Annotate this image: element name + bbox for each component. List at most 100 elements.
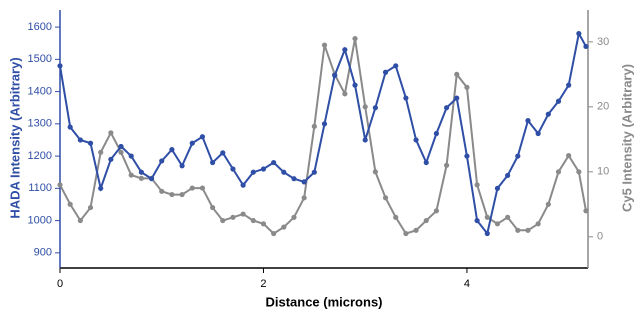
x-axis-label: Distance (microns): [265, 294, 382, 309]
data-point: [250, 217, 256, 224]
data-point: [515, 227, 521, 233]
data-point: [230, 166, 236, 172]
y-tick-label: 1100: [28, 182, 52, 194]
data-point: [271, 230, 277, 237]
y2-tick-label: 30: [597, 36, 609, 48]
data-point: [179, 191, 185, 198]
data-point: [321, 121, 328, 127]
data-point: [118, 143, 124, 150]
y-tick-label: 1500: [28, 53, 52, 65]
data-point: [199, 134, 206, 140]
data-point: [189, 185, 195, 191]
data-point: [372, 169, 378, 175]
data-point: [393, 63, 399, 69]
data-point: [423, 159, 429, 166]
data-point: [454, 71, 460, 77]
data-point: [220, 217, 226, 224]
data-point: [382, 195, 389, 201]
data-point: [138, 175, 144, 181]
data-point: [352, 82, 358, 88]
data-point: [555, 169, 562, 175]
data-point: [515, 153, 521, 159]
data-point: [474, 217, 480, 224]
data-point: [281, 169, 287, 175]
data-point: [505, 214, 511, 220]
data-point: [169, 191, 175, 198]
data-point: [311, 169, 317, 175]
x-tick-label: 2: [260, 278, 266, 290]
data-point: [454, 95, 460, 101]
data-point: [382, 69, 389, 75]
data-point: [87, 204, 94, 211]
data-point: [535, 221, 541, 227]
data-point: [179, 163, 185, 169]
data-point: [433, 130, 440, 137]
data-point: [443, 162, 450, 168]
data-point: [484, 230, 490, 237]
data-point: [291, 214, 297, 220]
y2-tick-label: 20: [597, 101, 609, 113]
y-tick-label: 1300: [28, 118, 52, 130]
data-point: [210, 204, 216, 211]
data-point: [393, 214, 399, 220]
data-point: [87, 140, 94, 146]
data-point: [67, 124, 73, 130]
data-point: [128, 172, 134, 178]
data-point: [525, 118, 531, 124]
data-point: [57, 63, 63, 69]
data-point: [352, 35, 358, 42]
data-point: [138, 169, 144, 175]
data-point: [576, 169, 582, 175]
y2-tick-label: 0: [597, 231, 603, 243]
data-point: [576, 30, 582, 37]
data-point: [342, 47, 348, 53]
data-point: [443, 105, 450, 111]
data-point: [583, 43, 589, 50]
data-point: [291, 176, 297, 182]
data-point: [98, 185, 104, 191]
data-point: [98, 149, 104, 155]
data-point: [545, 111, 551, 117]
data-point: [362, 104, 368, 110]
data-point: [240, 182, 246, 188]
data-point: [433, 208, 440, 214]
x-tick-label: 4: [464, 278, 470, 290]
data-point: [423, 217, 429, 224]
data-point: [159, 188, 165, 194]
data-point: [321, 42, 328, 48]
data-point: [413, 227, 419, 233]
data-point: [545, 201, 551, 207]
data-point: [189, 140, 195, 146]
data-point: [210, 159, 216, 166]
data-point: [342, 91, 348, 97]
series-line: [59, 38, 587, 235]
data-point: [555, 98, 562, 104]
y-tick-label: 1600: [28, 21, 52, 33]
data-point: [494, 185, 501, 191]
data-point: [535, 130, 541, 137]
data-point: [474, 182, 480, 188]
data-point: [250, 169, 256, 175]
data-point: [128, 153, 134, 159]
data-point: [403, 95, 409, 101]
data-point: [362, 137, 368, 143]
data-point: [372, 105, 378, 111]
data-point: [464, 153, 470, 159]
data-point: [57, 182, 63, 188]
data-point: [108, 156, 114, 162]
data-point: [118, 149, 124, 155]
data-point: [220, 150, 226, 156]
data-point: [77, 217, 83, 224]
data-point: [484, 214, 490, 220]
y-tick-label: 900: [34, 247, 52, 259]
data-point: [260, 221, 267, 227]
y-tick-label: 1400: [28, 85, 52, 97]
data-point: [169, 147, 175, 153]
data-point: [566, 82, 572, 88]
data-point: [301, 179, 307, 185]
data-point: [583, 208, 589, 214]
data-point: [332, 72, 338, 79]
data-point: [505, 172, 511, 179]
data-point: [199, 185, 206, 191]
